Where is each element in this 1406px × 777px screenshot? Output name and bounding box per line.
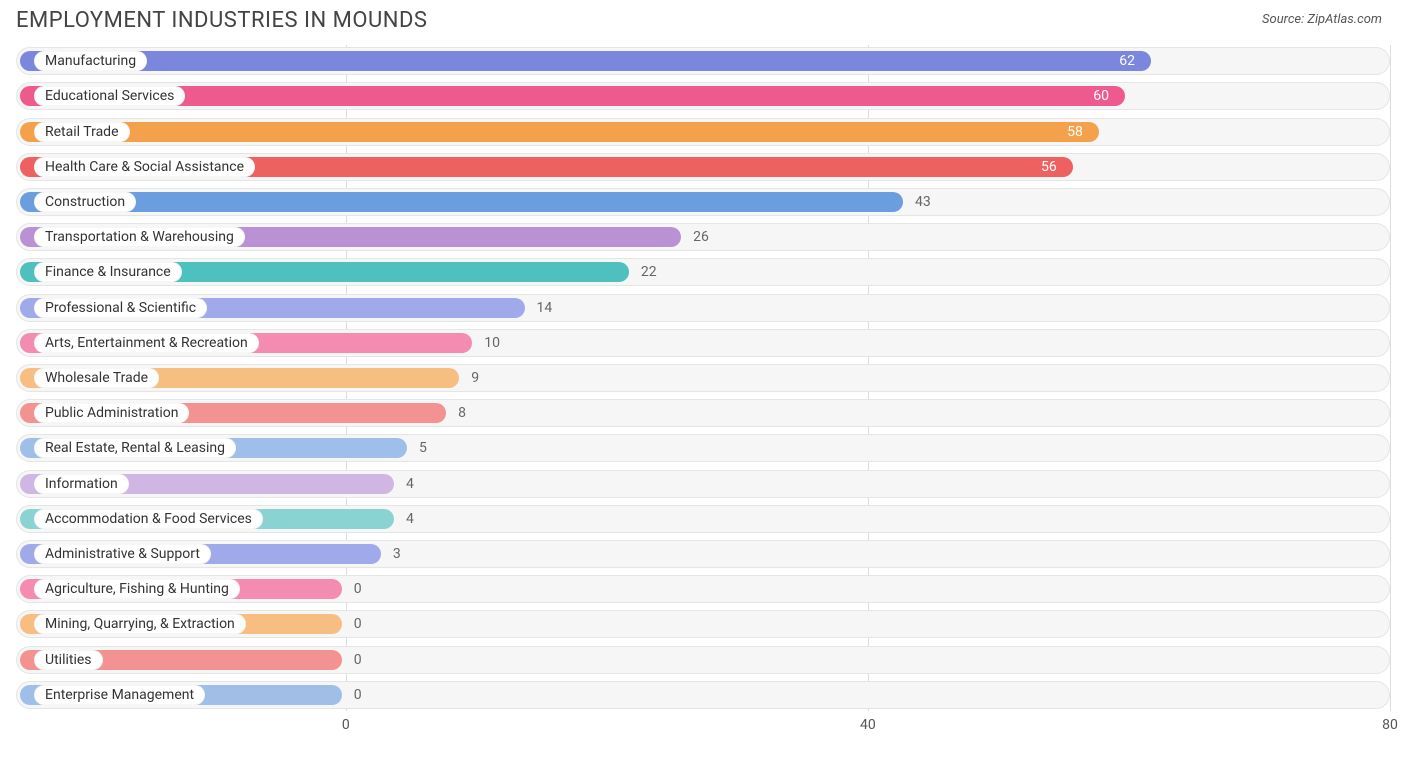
x-axis-tick: 40	[860, 717, 876, 733]
chart-bars: Manufacturing 62 Educational Services 60 Ret…	[16, 45, 1390, 711]
bar-row: Agriculture, Fishing & Hunting 0	[16, 575, 1390, 603]
bar-value: 26	[693, 229, 709, 245]
bar-value: 0	[354, 652, 362, 668]
bar-label: Real Estate, Rental & Leasing	[34, 438, 236, 458]
bar-fill	[20, 192, 903, 212]
bar-value: 5	[419, 440, 427, 456]
x-axis-tick: 80	[1382, 717, 1398, 733]
bar-value: 9	[471, 370, 479, 386]
bar-value: 0	[354, 581, 362, 597]
bar-row: Construction 43	[16, 188, 1390, 216]
x-axis-tick: 0	[342, 717, 350, 733]
bar-label: Public Administration	[34, 403, 189, 423]
bar-label: Mining, Quarrying, & Extraction	[34, 614, 246, 634]
bar-label: Finance & Insurance	[34, 262, 182, 282]
bar-row: Wholesale Trade 9	[16, 364, 1390, 392]
bar-label: Utilities	[34, 650, 103, 670]
bar-value: 8	[458, 405, 466, 421]
bar-label: Retail Trade	[34, 122, 130, 142]
bar-value: 43	[915, 194, 931, 210]
bar-label: Transportation & Warehousing	[34, 227, 245, 247]
bar-label: Information	[34, 474, 129, 494]
bar-row: Public Administration 8	[16, 399, 1390, 427]
bar-value: 4	[406, 476, 414, 492]
bar-label: Administrative & Support	[34, 544, 211, 564]
bar-label: Construction	[34, 192, 136, 212]
bar-row: Retail Trade 58	[16, 118, 1390, 146]
bar-value: 4	[406, 511, 414, 527]
bar-value: 10	[484, 335, 500, 351]
bar-fill	[20, 122, 1099, 142]
bar-value: 14	[537, 300, 553, 316]
bar-value: 3	[393, 546, 401, 562]
bar-row: Mining, Quarrying, & Extraction 0	[16, 610, 1390, 638]
bar-row: Transportation & Warehousing 26	[16, 223, 1390, 251]
bar-value: 56	[1041, 159, 1057, 175]
bar-row: Real Estate, Rental & Leasing 5	[16, 434, 1390, 462]
bar-label: Professional & Scientific	[34, 298, 207, 318]
bar-row: Arts, Entertainment & Recreation 10	[16, 329, 1390, 357]
bar-row: Enterprise Management 0	[16, 681, 1390, 709]
chart-area: Manufacturing 62 Educational Services 60 Ret…	[16, 45, 1390, 745]
bar-row: Administrative & Support 3	[16, 540, 1390, 568]
bar-row: Utilities 0	[16, 646, 1390, 674]
bar-value: 60	[1093, 88, 1109, 104]
bar-row: Educational Services 60	[16, 82, 1390, 110]
bar-label: Enterprise Management	[34, 685, 205, 705]
bar-value: 22	[641, 264, 657, 280]
bar-value: 58	[1067, 124, 1083, 140]
bar-label: Arts, Entertainment & Recreation	[34, 333, 259, 353]
bar-label: Accommodation & Food Services	[34, 509, 263, 529]
gridline	[1390, 45, 1391, 711]
chart-source: Source: ZipAtlas.com	[1262, 12, 1382, 27]
bar-row: Finance & Insurance 22	[16, 258, 1390, 286]
bar-value: 0	[354, 616, 362, 632]
bar-row: Accommodation & Food Services 4	[16, 505, 1390, 533]
bar-label: Wholesale Trade	[34, 368, 159, 388]
chart-title: EMPLOYMENT INDUSTRIES IN MOUNDS	[16, 8, 427, 33]
bar-row: Information 4	[16, 470, 1390, 498]
bar-label: Educational Services	[34, 86, 185, 106]
bar-label: Manufacturing	[34, 51, 147, 71]
bar-row: Professional & Scientific 14	[16, 294, 1390, 322]
bar-label: Health Care & Social Assistance	[34, 157, 255, 177]
bar-row: Manufacturing 62	[16, 47, 1390, 75]
chart-header: EMPLOYMENT INDUSTRIES IN MOUNDS Source: …	[0, 0, 1406, 37]
bar-fill	[20, 86, 1125, 106]
bar-value: 0	[354, 687, 362, 703]
bar-label: Agriculture, Fishing & Hunting	[34, 579, 240, 599]
chart-x-axis: 04080	[16, 711, 1390, 745]
bar-row: Health Care & Social Assistance 56	[16, 153, 1390, 181]
bar-value: 62	[1119, 53, 1135, 69]
bar-fill	[20, 51, 1151, 71]
